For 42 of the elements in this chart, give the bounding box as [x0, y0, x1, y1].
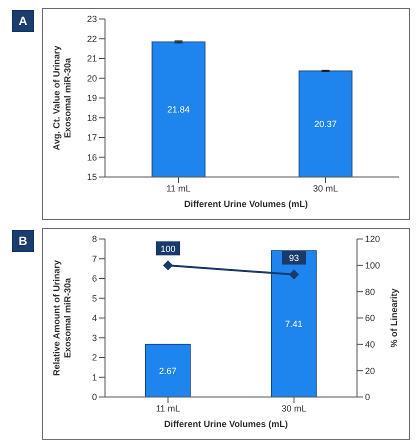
y2-tick-label: 20 [365, 366, 376, 376]
y-axis-title: Relative Amount of Urinary Exosomal miR-30a [52, 260, 72, 376]
y-tick-label: 7 [92, 254, 97, 264]
y2-tick-label: 60 [365, 313, 376, 324]
y2-tick-label: 40 [365, 340, 376, 350]
y-tick-label: 4 [92, 313, 97, 324]
chart-title: B [12, 230, 34, 252]
y-tick-label: 23 [86, 14, 97, 24]
x-axis-title: Different Urine Volumes (mL) [163, 419, 289, 429]
y2-tick-label: 100 [365, 260, 380, 271]
x-axis-title: Different Urine Volumes (mL) [183, 199, 309, 209]
x-tick-label: 11 mL [166, 183, 191, 194]
y-tick-label: 20 [86, 73, 97, 84]
x-tick-label: 30 mL [281, 403, 307, 414]
y-tick-label: 0 [92, 392, 97, 402]
y-tick-label: 2 [92, 352, 97, 363]
y-tick-label: 19 [86, 93, 97, 104]
y2-axis-title: % of Linearity [389, 288, 399, 348]
y-tick-label: 15 [86, 172, 97, 182]
y-tick-label: 21 [86, 54, 97, 64]
data-label: 21.84 [167, 104, 190, 115]
chart-title: A [12, 10, 34, 32]
y-tick-label: 6 [92, 274, 97, 284]
x-tick-label: 11 mL [156, 403, 180, 414]
y-axis-title: Avg. Ct. Value of Urinary Exosomal miR-30a [52, 46, 72, 150]
y-tick-label: 1 [92, 372, 97, 382]
x-tick-label: 30 mL [312, 183, 338, 194]
data-label: 20.37 [314, 119, 337, 130]
y-tick-label: 18 [86, 112, 97, 123]
y-tick-label: 5 [92, 293, 97, 304]
y-tick-label: 22 [86, 34, 97, 44]
y2-tick-label: 120 [365, 234, 380, 244]
data-label: 93 [288, 253, 300, 264]
data-label: 2.67 [159, 366, 177, 376]
y-tick-label: 16 [86, 152, 97, 162]
y-tick-label: 3 [92, 332, 97, 343]
y2-tick-label: 80 [365, 286, 376, 297]
data-label: 100 [160, 244, 176, 254]
data-label: 7.41 [285, 319, 303, 330]
y2-tick-label: 0 [365, 392, 370, 402]
y-tick-label: 17 [86, 132, 97, 143]
y-tick-label: 8 [92, 234, 97, 244]
